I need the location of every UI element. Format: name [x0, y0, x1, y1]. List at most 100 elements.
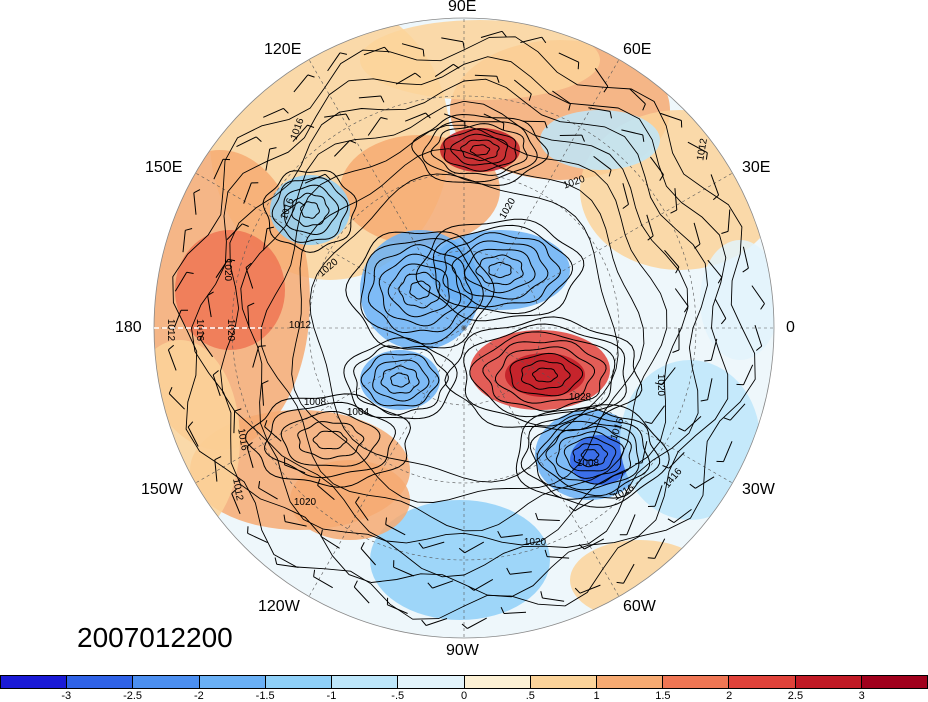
colorbar-tick-label: -1 [326, 690, 337, 702]
wind-barb-flag [187, 421, 194, 428]
wind-barb-flag [186, 271, 194, 274]
colorbar-tick-label: 0 [460, 690, 468, 702]
wind-barb [674, 288, 689, 307]
wind-barb [324, 113, 347, 118]
contour-label: 1008 [577, 458, 600, 469]
wind-barb [467, 617, 487, 629]
isobar [191, 56, 729, 598]
meridian-line [463, 327, 733, 484]
wind-barb-flag [246, 442, 253, 448]
wind-barb-flag [245, 262, 252, 268]
wind-barb-flag [662, 465, 670, 469]
lon-label-120e: 120E [264, 41, 302, 58]
wind-barb-flag [247, 302, 255, 307]
wind-barb [588, 107, 611, 112]
wind-barb [687, 141, 708, 154]
wind-barb-flag [497, 530, 502, 538]
wind-barb-flag [670, 209, 678, 214]
wind-barb-flag [467, 585, 475, 591]
wind-barb [313, 576, 333, 589]
lon-label-0: 0 [786, 319, 795, 336]
wind-barb-flag [667, 518, 675, 524]
wind-barb [174, 272, 188, 292]
wind-barb-flag [360, 542, 365, 549]
isobar [442, 232, 561, 308]
isobar [411, 113, 549, 187]
wind-barb-flag [755, 345, 763, 351]
wind-barb [503, 611, 527, 614]
wind-barb [654, 538, 666, 559]
wind-barb-flag [345, 113, 350, 121]
isobar [469, 331, 616, 418]
wind-barb [293, 74, 309, 93]
isobar [509, 352, 584, 397]
isobar [353, 345, 449, 416]
wind-barb-flag [258, 481, 261, 489]
lon-label-120w: 120W [258, 598, 300, 615]
isobar [555, 431, 625, 479]
wind-barb [641, 441, 648, 463]
wind-barb-flag [458, 547, 465, 554]
wind-barb [621, 129, 643, 136]
isobar [390, 372, 410, 388]
wind-barb-flag [384, 46, 390, 53]
wind-barb [593, 156, 612, 171]
wind-barb [213, 158, 224, 180]
wind-barb [360, 548, 376, 566]
wind-barb [245, 267, 254, 289]
isobar [450, 133, 509, 166]
wind-barb [276, 563, 299, 568]
wind-barb [464, 541, 485, 554]
wind-barb-flag [659, 174, 664, 181]
isobar [572, 443, 609, 468]
wind-barb [727, 209, 731, 232]
wind-barb-flag [501, 30, 507, 38]
anomaly-blob [505, 353, 585, 397]
contour-label: 1008 [304, 397, 327, 408]
isobar [271, 177, 349, 243]
isobar [521, 360, 571, 390]
wind-barb [714, 298, 727, 319]
isobar [443, 128, 517, 172]
meridian-line [308, 59, 465, 329]
wind-barb [401, 43, 424, 50]
wind-barb [387, 604, 408, 614]
colorbar-swatch [265, 675, 333, 689]
contour-label: 1020 [294, 497, 317, 508]
isobar [580, 449, 600, 461]
anomaly-blob [570, 435, 630, 485]
wind-barb [707, 259, 723, 278]
anomaly-shading [154, 18, 774, 620]
isobar [475, 254, 524, 286]
wind-barb-flag [214, 456, 222, 461]
wind-barb-flag [283, 514, 286, 522]
wind-barb [432, 580, 454, 589]
wind-barb-flag [349, 140, 357, 144]
isobar [283, 184, 340, 236]
wind-barb [284, 521, 307, 527]
wind-barb [367, 117, 382, 136]
wind-barb [265, 148, 271, 171]
colorbar-tick-label: 2 [726, 690, 733, 702]
isobar [360, 237, 484, 345]
wind-barb [233, 411, 236, 434]
wind-barb [710, 174, 720, 196]
wind-barb-flag [541, 36, 547, 44]
wind-barb-flag [609, 493, 617, 495]
isobar [380, 365, 420, 394]
wind-barb-flag [234, 408, 242, 412]
wind-barb-flag [574, 587, 581, 594]
wind-barb [385, 524, 406, 536]
isobar [451, 240, 549, 300]
isobar [262, 170, 358, 253]
colorbar-swatch [199, 675, 266, 689]
wind-barb-flag [578, 544, 585, 550]
wind-barb [393, 566, 414, 577]
wind-barb [668, 452, 685, 469]
wind-barb [649, 156, 664, 175]
wind-barb-flag [720, 318, 727, 325]
wind-barb [622, 183, 629, 205]
wind-barb [500, 534, 523, 538]
latitude-circle [386, 250, 542, 406]
wind-barb-flag [540, 591, 543, 599]
